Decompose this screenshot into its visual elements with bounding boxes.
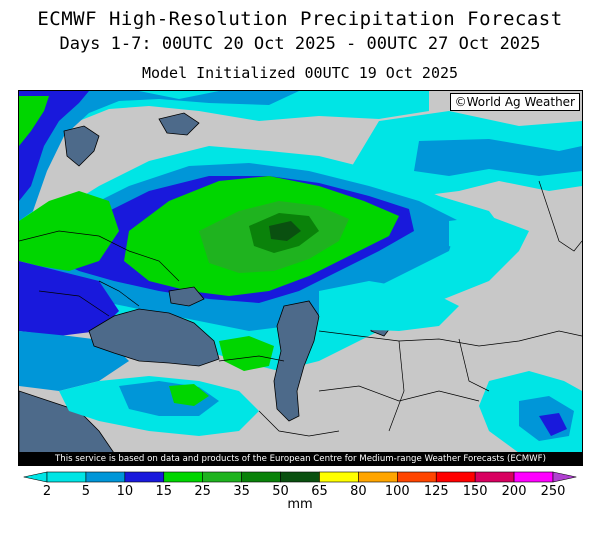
legend-color-box xyxy=(46,471,87,483)
precip-northeast-blue xyxy=(414,139,582,176)
legend-tick-label: 10 xyxy=(117,484,134,499)
legend-tick-label: 65 xyxy=(311,484,328,499)
precip-caucasus xyxy=(219,336,274,371)
forecast-period: Days 1-7: 00UTC 20 Oct 2025 - 00UTC 27 O… xyxy=(59,34,541,54)
legend-color-box xyxy=(435,471,476,483)
legend-arrow-left xyxy=(23,471,48,483)
precip-south-green xyxy=(169,384,209,406)
precip-west-green xyxy=(19,191,119,271)
legend-color-box xyxy=(85,471,126,483)
mediterranean-sea xyxy=(19,390,115,453)
legend-color-box xyxy=(163,471,203,483)
legend-tick-label: 50 xyxy=(272,484,289,499)
model-initialized: Model Initialized 00UTC 19 Oct 2025 xyxy=(141,64,459,82)
baltic-sea xyxy=(63,125,100,167)
precip-nw-green xyxy=(19,96,49,146)
legend-arrow-right xyxy=(552,471,577,483)
legend-tick-label: 100 xyxy=(385,484,410,499)
legend-color-box xyxy=(280,471,320,483)
legend-color-box xyxy=(202,471,242,483)
precipitation-map: ©World Ag Weather xyxy=(18,90,583,454)
precip-southeast-purple xyxy=(539,413,567,436)
legend-color-bar xyxy=(23,471,577,483)
legend-tick-label: 35 xyxy=(233,484,250,499)
precip-ne-blue-patches xyxy=(449,216,529,256)
legend-tick-label: 150 xyxy=(463,484,488,499)
map-canvas xyxy=(19,91,582,453)
legend-color-box xyxy=(358,471,398,483)
black-sea xyxy=(88,308,220,367)
precip-central-darkest xyxy=(269,221,301,241)
legend-color-box xyxy=(513,471,554,483)
legend-color-box xyxy=(124,471,165,483)
precip-centralasia-cyan xyxy=(319,281,459,331)
white-sea xyxy=(158,112,200,136)
legend-tick-label: 5 xyxy=(82,484,90,499)
precipitation-legend: 2 5 10 15 25 35 50 65 80 100 125 150 200 250 mm xyxy=(23,471,577,512)
legend-tick-label: 80 xyxy=(350,484,367,499)
legend-tick-label: 200 xyxy=(502,484,527,499)
legend-unit: mm xyxy=(287,497,312,512)
data-source-disclaimer: This service is based on data and produc… xyxy=(18,452,583,466)
legend-tick-label: 25 xyxy=(194,484,211,499)
legend-tick-labels: 2 5 10 15 25 35 50 65 80 100 125 150 200 250 xyxy=(43,484,566,499)
legend-color-box xyxy=(319,471,359,483)
legend-tick-label: 2 xyxy=(43,484,51,499)
credit-label: ©World Ag Weather xyxy=(449,93,580,111)
sea-of-azov xyxy=(168,286,205,307)
legend-color-box xyxy=(241,471,281,483)
legend-tick-label: 15 xyxy=(155,484,172,499)
legend-color-box xyxy=(397,471,437,483)
legend-color-box xyxy=(474,471,515,483)
precip-west-blue xyxy=(19,261,119,336)
legend-tick-label: 125 xyxy=(424,484,449,499)
map-title: ECMWF High-Resolution Precipitation Fore… xyxy=(37,8,563,30)
country-borders xyxy=(19,180,582,437)
legend-tick-label: 250 xyxy=(541,484,566,499)
